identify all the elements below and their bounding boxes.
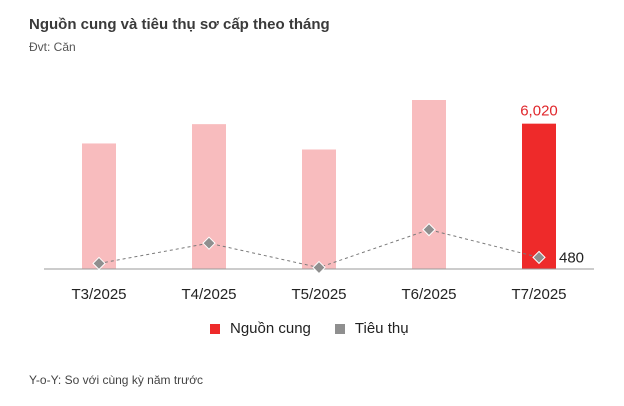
bar-t5-2025 bbox=[302, 149, 336, 269]
legend-item-supply: Nguồn cung bbox=[210, 320, 311, 337]
legend-swatch-consumption bbox=[334, 323, 345, 334]
chart-legend: Nguồn cung Tiêu thụ bbox=[210, 320, 433, 337]
x-tick-label: T6/2025 bbox=[401, 286, 456, 303]
data-label-consumption: 480 bbox=[559, 249, 584, 266]
x-tick-label: T5/2025 bbox=[291, 286, 346, 303]
x-tick-label: T3/2025 bbox=[71, 286, 126, 303]
point-consumption-t3-2025 bbox=[92, 256, 106, 271]
x-tick-label: T4/2025 bbox=[181, 286, 236, 303]
x-tick-label: T7/2025 bbox=[511, 286, 566, 303]
legend-label-consumption: Tiêu thụ bbox=[354, 320, 409, 337]
point-consumption-t7-2025 bbox=[532, 250, 546, 265]
chart-title: Nguồn cung và tiêu thụ sơ cấp theo tháng bbox=[29, 16, 330, 33]
footnote: Y-o-Y: So với cùng kỳ năm trước bbox=[29, 373, 204, 387]
point-consumption-t4-2025 bbox=[202, 236, 216, 250]
legend-label-supply: Nguồn cung bbox=[230, 320, 311, 337]
legend-item-consumption: Tiêu thụ bbox=[334, 320, 409, 337]
bar-t6-2025 bbox=[412, 100, 446, 269]
bar-t3-2025 bbox=[82, 143, 116, 269]
bar-t7-2025 bbox=[522, 123, 556, 269]
point-consumption-t6-2025 bbox=[422, 222, 436, 237]
chart-unit: Đvt: Căn bbox=[29, 40, 76, 54]
legend-swatch-supply bbox=[210, 323, 220, 334]
point-consumption-t5-2025 bbox=[312, 260, 326, 275]
data-label-supply: 6,020 bbox=[520, 103, 558, 120]
